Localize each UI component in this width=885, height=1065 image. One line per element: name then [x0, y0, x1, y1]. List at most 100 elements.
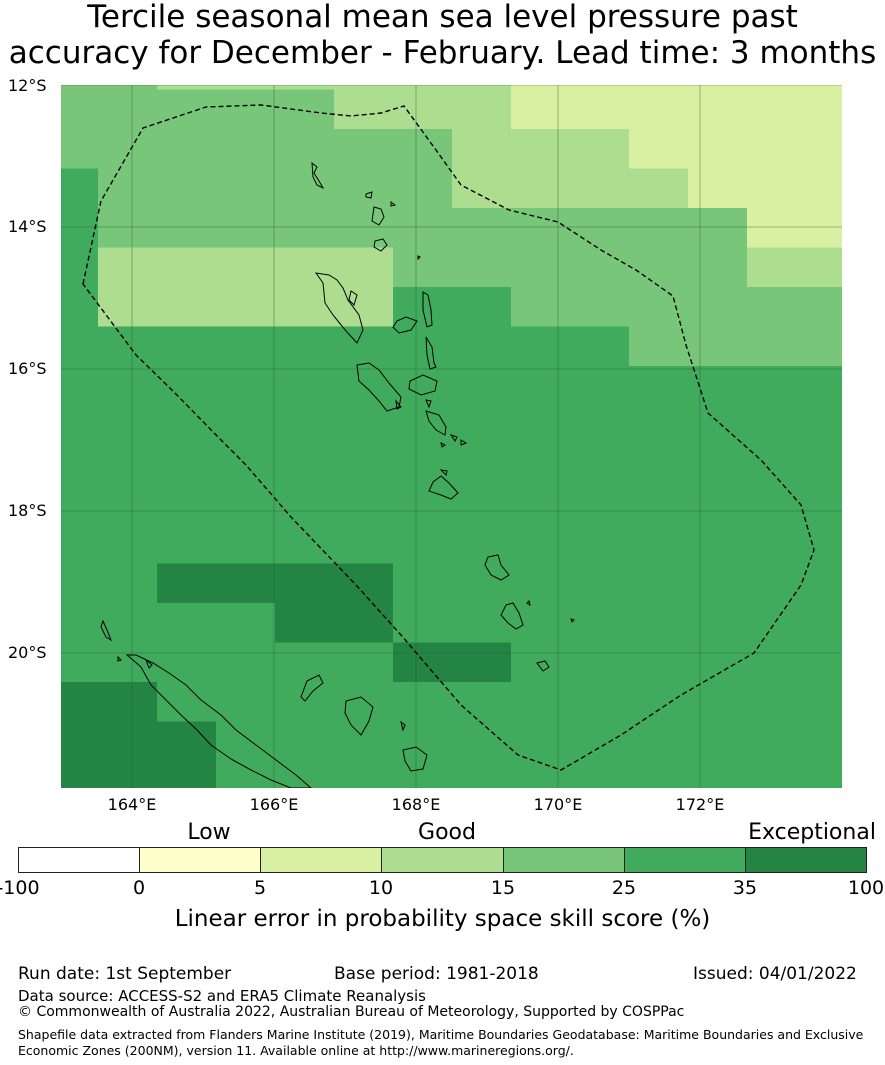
skill-cell	[629, 366, 689, 407]
skill-cell	[275, 287, 335, 328]
skill-cell	[570, 129, 630, 170]
skill-cell	[452, 366, 512, 407]
map-title-line-2: accuracy for December - February. Lead t…	[8, 35, 877, 71]
skill-cell	[806, 721, 842, 762]
colorbar-tick: -100	[0, 877, 40, 899]
skill-cell	[688, 129, 748, 170]
skill-cell	[747, 366, 807, 407]
skill-cell	[216, 524, 276, 565]
skill-cell	[157, 326, 217, 367]
skill-cell	[511, 445, 571, 486]
island-outlines	[100, 161, 575, 788]
skill-cell	[98, 524, 158, 565]
colorbar-tick: 25	[611, 877, 637, 899]
eez-boundary	[82, 104, 815, 771]
skill-cell	[216, 85, 276, 91]
skill-cell	[452, 563, 512, 604]
skill-cell	[452, 287, 512, 328]
skill-cell	[511, 563, 571, 604]
skill-cell	[570, 603, 630, 644]
skill-cell	[157, 682, 217, 723]
skill-cell	[806, 168, 842, 209]
colorbar-tick: 15	[490, 877, 516, 899]
skill-cell	[216, 129, 276, 170]
skill-cell	[570, 563, 630, 604]
skill-cell	[747, 682, 807, 723]
skill-cell	[688, 366, 748, 407]
skill-cell	[511, 761, 571, 788]
skill-cell	[216, 642, 276, 683]
skill-cell	[334, 168, 394, 209]
colorbar-segment	[745, 848, 866, 872]
skill-cell	[61, 405, 99, 446]
skill-cell	[61, 366, 99, 407]
skill-cell	[629, 721, 689, 762]
skill-cell	[216, 326, 276, 367]
run-date: Run date: 1st September	[18, 964, 232, 984]
skill-cell	[747, 287, 807, 328]
skill-cell	[275, 721, 335, 762]
skill-cell	[393, 484, 453, 525]
skill-cell	[216, 168, 276, 209]
skill-cell	[334, 445, 394, 486]
skill-cell	[157, 642, 217, 683]
skill-cell	[216, 445, 276, 486]
colorbar-segment	[261, 848, 383, 872]
skill-cell	[452, 484, 512, 525]
skill-cell	[61, 89, 99, 130]
skill-cell	[61, 85, 99, 91]
skill-cell	[393, 168, 453, 209]
skill-cell	[629, 524, 689, 565]
skill-cell	[98, 168, 158, 209]
skill-cell	[157, 405, 217, 446]
skill-cell	[688, 326, 748, 367]
skill-cell	[157, 168, 217, 209]
shapefile-credit-line-2: Economic Zones (200NM), version 11. Avai…	[18, 1043, 574, 1058]
skill-cell	[393, 642, 453, 683]
skill-cell	[98, 247, 158, 288]
colorbar-title: Linear error in probability space skill …	[174, 906, 711, 932]
skill-cell	[393, 603, 453, 644]
skill-cell	[511, 405, 571, 446]
skill-cell	[570, 484, 630, 525]
skill-cell	[157, 761, 217, 788]
base-period: Base period: 1981-2018	[334, 964, 539, 984]
skill-cell	[334, 287, 394, 328]
skill-cell	[334, 642, 394, 683]
skill-cell	[452, 247, 512, 288]
skill-cell	[61, 168, 99, 209]
skill-cell	[334, 326, 394, 367]
skill-cell	[688, 247, 748, 288]
skill-cell	[393, 85, 453, 91]
skill-cell	[98, 761, 158, 788]
skill-cell	[275, 445, 335, 486]
skill-cell	[570, 85, 630, 91]
skill-cell	[275, 326, 335, 367]
skill-cell	[61, 484, 99, 525]
skill-cell	[511, 247, 571, 288]
skill-cell	[61, 445, 99, 486]
skill-cell	[334, 682, 394, 723]
skill-cell	[747, 168, 807, 209]
skill-cell	[98, 721, 158, 762]
skill-cell	[393, 208, 453, 249]
skill-cell	[157, 89, 217, 130]
skill-cell	[747, 721, 807, 762]
skill-cell	[747, 563, 807, 604]
skill-cell	[98, 484, 158, 525]
skill-cell	[216, 603, 276, 644]
skill-cell	[452, 642, 512, 683]
skill-cell	[216, 89, 276, 130]
skill-cell	[61, 761, 99, 788]
skill-cell	[570, 208, 630, 249]
issued-date: Issued: 04/01/2022	[693, 964, 857, 984]
skill-cell	[275, 129, 335, 170]
skill-cell	[570, 168, 630, 209]
skill-cell	[688, 168, 748, 209]
skill-cell	[98, 445, 158, 486]
colorbar-segment	[503, 848, 625, 872]
skill-cell	[157, 208, 217, 249]
skill-cell	[98, 129, 158, 170]
skill-cell	[275, 761, 335, 788]
skill-cell	[629, 761, 689, 788]
